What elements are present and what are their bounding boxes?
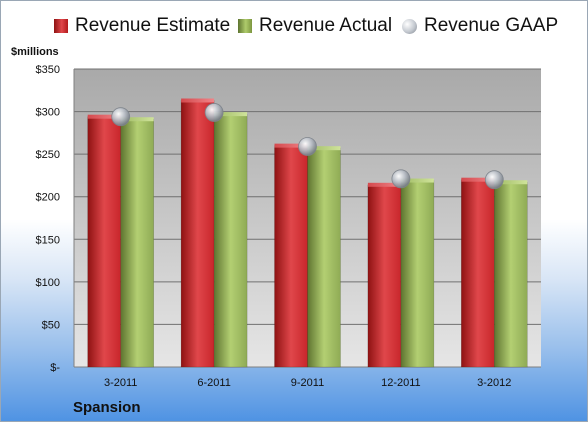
marker-revenue-gaap	[484, 170, 504, 190]
bar-revenue-actual	[307, 147, 341, 368]
bar-revenue-actual-top	[120, 117, 154, 122]
bar-revenue-actual-top	[307, 146, 341, 151]
y-tick-label: $350	[36, 64, 60, 76]
x-tick-label: 9-2011	[291, 377, 324, 389]
legend-label-actual: Revenue Actual	[259, 15, 393, 36]
bar-revenue-estimate-top	[87, 114, 121, 119]
legend-swatch-estimate	[54, 19, 68, 33]
bar-revenue-actual	[120, 118, 154, 368]
bar-revenue-estimate-top	[274, 143, 308, 148]
legend-item-estimate: Revenue Estimate	[54, 15, 230, 37]
legend: Revenue Estimate Revenue Actual Revenue …	[1, 15, 588, 41]
bar-revenue-estimate	[461, 179, 495, 368]
bar-revenue-estimate	[274, 145, 308, 368]
y-tick-label: $150	[36, 234, 60, 246]
x-tick-label: 3-2011	[104, 377, 137, 389]
bar-revenue-actual	[494, 181, 528, 368]
x-tick-label: 6-2011	[197, 377, 230, 389]
bar-revenue-estimate	[87, 116, 121, 368]
legend-marker-gaap	[402, 18, 417, 34]
company-name: Spansion	[73, 399, 141, 416]
legend-swatch-actual	[238, 19, 252, 33]
marker-revenue-gaap	[298, 137, 317, 156]
y-tick-label: $-	[50, 362, 60, 374]
bar-revenue-estimate	[367, 184, 402, 368]
bar-revenue-actual	[213, 113, 248, 368]
y-tick-label: $250	[36, 149, 60, 161]
bar-revenue-actual-top	[214, 112, 248, 117]
x-tick-label: 12-2011	[381, 377, 421, 389]
bar-revenue-estimate-top	[461, 177, 495, 182]
marker-revenue-gaap	[204, 103, 224, 122]
bar-revenue-estimate	[180, 100, 215, 368]
bar-revenue-actual	[400, 180, 435, 368]
bar-revenue-actual-top	[494, 180, 528, 185]
y-tick-label: $100	[36, 277, 60, 289]
legend-label-estimate: Revenue Estimate	[75, 15, 231, 36]
y-tick-label: $50	[42, 319, 60, 331]
legend-item-gaap: Revenue GAAP	[402, 15, 558, 37]
x-tick-label: 3-2012	[477, 377, 511, 389]
y-axis-unit-label: $millions	[11, 46, 59, 58]
marker-revenue-gaap	[391, 169, 411, 189]
y-tick-label: $200	[36, 192, 60, 204]
legend-label-gaap: Revenue GAAP	[424, 15, 559, 36]
legend-item-actual: Revenue Actual	[238, 15, 392, 37]
bar-revenue-estimate-top	[181, 98, 215, 103]
y-tick-label: $300	[36, 107, 60, 119]
marker-revenue-gaap	[111, 107, 131, 127]
bar-revenue-estimate-top	[367, 182, 401, 187]
bar-revenue-actual-top	[400, 178, 434, 183]
